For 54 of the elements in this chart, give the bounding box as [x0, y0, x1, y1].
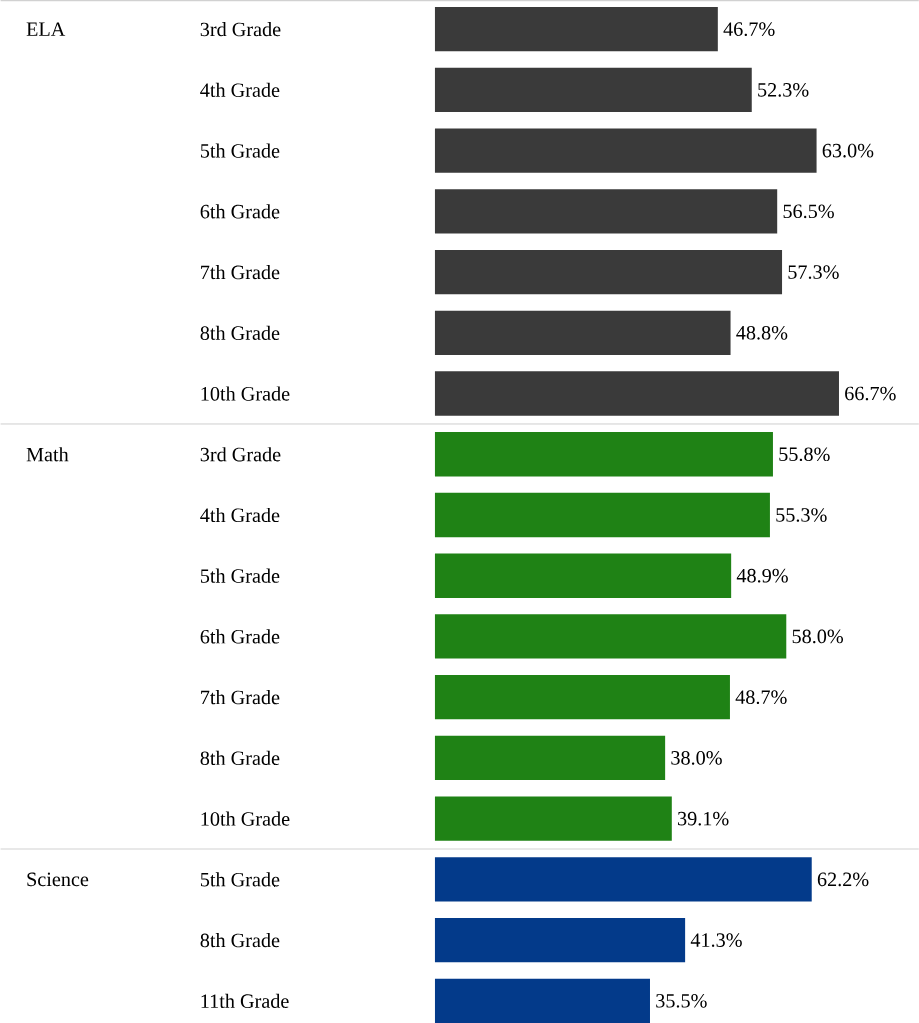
- bar: [434, 857, 812, 902]
- bar: [434, 371, 839, 416]
- y-tick-label: 7th Grade: [200, 264, 280, 280]
- bar: [434, 796, 672, 841]
- bar: [434, 735, 665, 781]
- data-label: 48.9%: [736, 568, 788, 583]
- bar: [434, 917, 685, 963]
- y-tick-label: 4th Grade: [200, 507, 280, 523]
- y-tick-label: 8th Grade: [200, 933, 280, 948]
- bar: [434, 675, 730, 720]
- bar: [434, 492, 770, 538]
- y-tick-label: 6th Grade: [200, 629, 280, 644]
- text: ELA: [26, 22, 65, 36]
- y-tick-label: 10th Grade: [201, 811, 290, 826]
- y-tick-label: 11th Grade: [201, 993, 289, 1008]
- data-label: 48.8%: [736, 325, 788, 340]
- y-tick-label: 10th Grade: [201, 386, 290, 401]
- data-label: 66.7%: [844, 386, 896, 401]
- data-label: 56.5%: [783, 204, 834, 219]
- bar: [434, 310, 731, 355]
- data-label: 57.3%: [788, 265, 839, 279]
- y-tick-label: 3rd Grade: [200, 22, 281, 37]
- data-label: 38.0%: [671, 751, 722, 765]
- bar: [434, 249, 782, 295]
- bar: [434, 6, 718, 52]
- y-tick-label: 5th Grade: [200, 872, 280, 887]
- y-tick-label: 8th Grade: [200, 750, 280, 766]
- bar: [434, 432, 773, 477]
- data-label: 35.5%: [656, 993, 707, 1008]
- bar: [434, 189, 778, 234]
- data-label: 41.3%: [690, 933, 742, 947]
- data-label: 62.2%: [817, 872, 869, 887]
- y-tick-label: 5th Grade: [200, 568, 280, 583]
- data-label: 48.7%: [735, 690, 787, 705]
- text: Science: [27, 872, 88, 887]
- data-label: 55.3%: [776, 508, 827, 522]
- bar: [434, 553, 731, 598]
- bar: [434, 67, 752, 113]
- y-tick-label: 8th Grade: [200, 325, 280, 340]
- data-label: 52.3%: [757, 83, 809, 97]
- y-tick-label: 5th Grade: [200, 143, 280, 158]
- y-tick-label: 3rd Grade: [200, 447, 281, 462]
- text: Math: [26, 447, 69, 462]
- y-tick-label: 4th Grade: [200, 82, 280, 97]
- data-label: 63.0%: [822, 143, 874, 158]
- y-tick-label: 7th Grade: [200, 690, 280, 705]
- bar: [434, 978, 650, 1023]
- data-label: 58.0%: [792, 629, 843, 644]
- data-label: 46.7%: [723, 22, 775, 37]
- data-label: 39.1%: [677, 811, 729, 826]
- bar: [434, 614, 787, 659]
- data-label: 55.8%: [779, 447, 830, 462]
- y-tick-label: 6th Grade: [200, 204, 280, 219]
- bar: [434, 128, 817, 173]
